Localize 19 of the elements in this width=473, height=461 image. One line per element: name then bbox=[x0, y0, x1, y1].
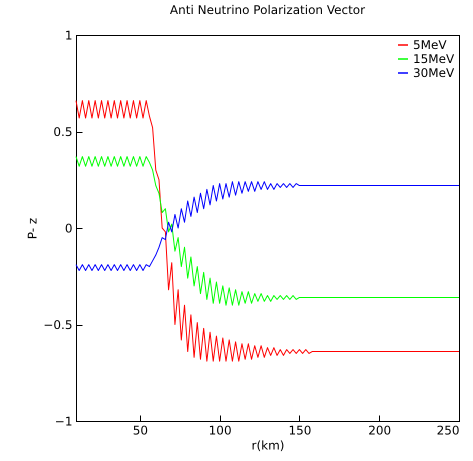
legend-label: 5MeV bbox=[413, 38, 448, 52]
y-tick-label: −0.5 bbox=[43, 318, 72, 332]
y-tick-label: 0 bbox=[64, 222, 72, 236]
x-tick-label: 50 bbox=[132, 424, 148, 438]
legend-label: 30MeV bbox=[413, 66, 456, 80]
y-axis-title: P- z bbox=[25, 218, 40, 240]
x-axis-title: r(km) bbox=[252, 438, 284, 452]
x-tick-label: 200 bbox=[368, 424, 392, 438]
y-tick-label: −1 bbox=[54, 414, 72, 428]
line-series bbox=[76, 181, 460, 271]
y-tick-label: 0.5 bbox=[53, 125, 72, 139]
line-series bbox=[76, 100, 460, 362]
line-series bbox=[76, 156, 460, 306]
chart-title: Anti Neutrino Polarization Vector bbox=[170, 3, 366, 17]
y-tick-label: 1 bbox=[64, 28, 72, 42]
x-tick-label: 150 bbox=[288, 424, 312, 438]
x-tick-label: 250 bbox=[436, 424, 460, 438]
x-tick-label: 100 bbox=[208, 424, 232, 438]
legend-label: 15MeV bbox=[413, 52, 456, 66]
